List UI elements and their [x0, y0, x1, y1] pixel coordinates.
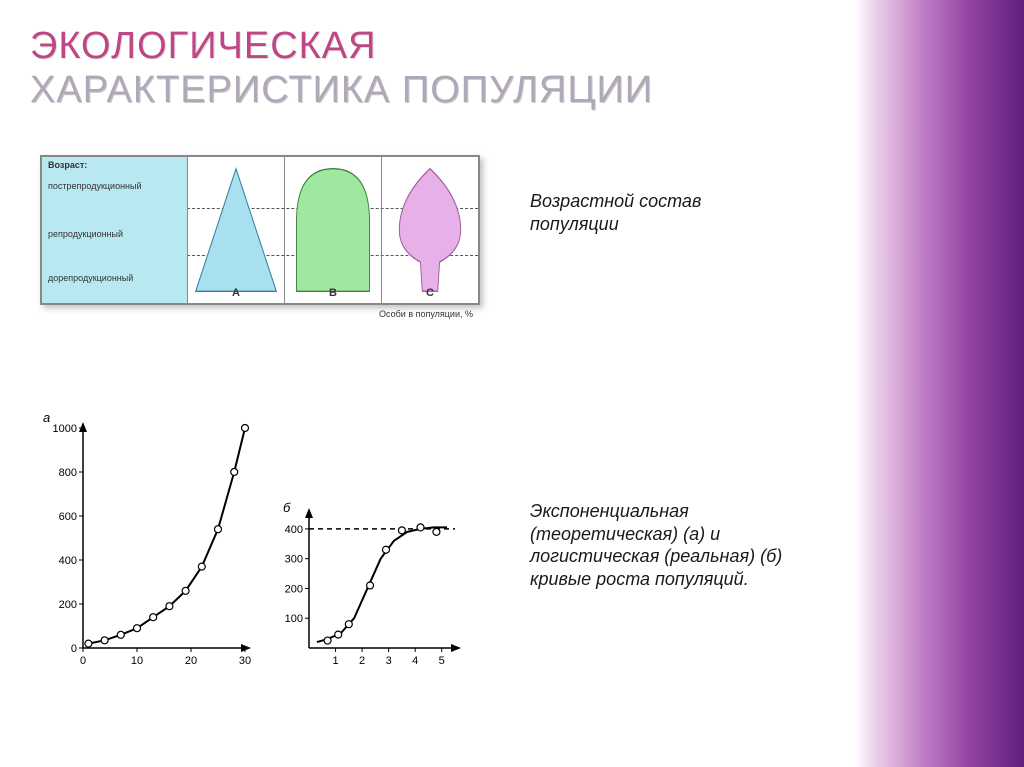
title-line-1: ЭКОЛОГИЧЕСКАЯ — [30, 25, 653, 69]
age-axis-title: Возраст: — [48, 160, 87, 170]
svg-text:5: 5 — [439, 655, 445, 667]
svg-text:1000: 1000 — [53, 423, 77, 435]
svg-text:10: 10 — [131, 655, 143, 667]
svg-text:200: 200 — [59, 599, 77, 611]
svg-text:800: 800 — [59, 467, 77, 479]
age-shape-b: B — [284, 157, 381, 303]
svg-text:200: 200 — [285, 583, 303, 595]
svg-text:300: 300 — [285, 554, 303, 566]
age-row-label: пострепродукционный — [48, 181, 142, 191]
title-line-2: ХАРАКТЕРИСТИКА ПОПУЛЯЦИИ — [30, 69, 653, 113]
growth-charts: а б 020040060080010000102030 10020030040… — [35, 410, 475, 690]
svg-text:400: 400 — [59, 555, 77, 567]
caption-age-structure: Возрастной состав популяции — [530, 190, 790, 235]
age-x-axis-label: Особи в популяции, % — [379, 309, 473, 319]
shape-b-label: B — [329, 287, 337, 299]
age-row-label: дорепродукционный — [48, 273, 133, 283]
age-labels-column: Возраст: пострепродукционный репродукцио… — [42, 157, 187, 303]
age-shapes-row: A B C Особи в популяции, % — [187, 157, 478, 303]
age-shape-a: A — [187, 157, 284, 303]
exponential-chart: 0 200 400 600 800 1000 0 10 20 30 — [45, 410, 255, 670]
svg-text:600: 600 — [59, 511, 77, 523]
shape-c-label: C — [426, 287, 434, 299]
logistic-chart: 100 200 300 400 1 2 3 4 5 — [275, 500, 465, 670]
shape-a-label: A — [232, 287, 240, 299]
svg-text:2: 2 — [359, 655, 365, 667]
svg-text:4: 4 — [412, 655, 418, 667]
svg-text:0: 0 — [80, 655, 86, 667]
pyramid-a — [196, 169, 277, 292]
caption-growth-curves: Экспоненциальная (теоретическая) (а) и л… — [530, 500, 810, 590]
right-gradient-bar — [854, 0, 1024, 767]
svg-text:3: 3 — [386, 655, 392, 667]
svg-text:100: 100 — [285, 613, 303, 625]
svg-text:30: 30 — [239, 655, 251, 667]
svg-text:1: 1 — [332, 655, 338, 667]
pyramid-b — [297, 169, 370, 292]
svg-text:20: 20 — [185, 655, 197, 667]
age-row-label: репродукционный — [48, 229, 123, 239]
svg-text:400: 400 — [285, 524, 303, 536]
age-shape-c: C — [381, 157, 478, 303]
pyramid-c — [399, 169, 460, 292]
page-title: ЭКОЛОГИЧЕСКАЯ ХАРАКТЕРИСТИКА ПОПУЛЯЦИИ — [30, 25, 653, 112]
svg-text:0: 0 — [71, 643, 77, 655]
age-structure-diagram: Возраст: пострепродукционный репродукцио… — [40, 155, 480, 305]
